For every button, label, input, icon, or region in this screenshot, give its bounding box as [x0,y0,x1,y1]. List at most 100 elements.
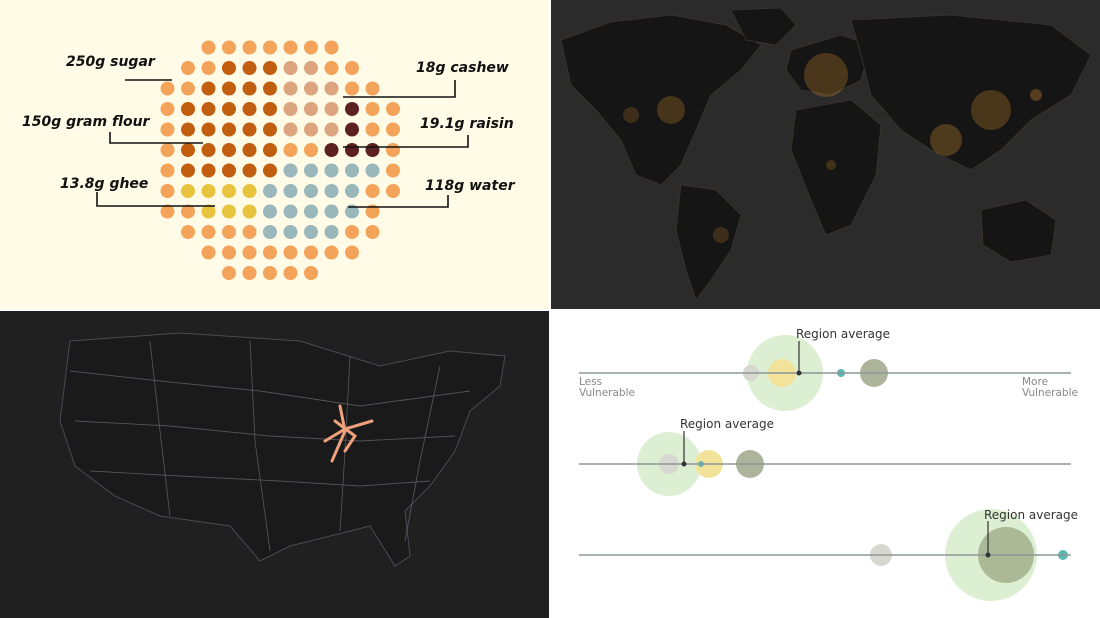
ingredient-dot [181,143,195,157]
ingredient-dot [345,245,359,260]
ingredient-dot [160,102,175,116]
ingredient-dot [324,225,339,239]
ingredient-dot [222,102,236,116]
us-highways [69,340,471,552]
ingredient-dot [283,163,298,178]
light-brazil [713,227,729,243]
ingredient-dot [345,102,359,116]
light-nigeria [826,160,836,170]
ingredient-dot [345,225,359,239]
ingredient-dot [304,40,318,55]
ingredient-dot [181,184,195,198]
us-outline [59,332,506,567]
region-average-label-1: Region average [796,327,890,341]
ingredient-dot [160,143,175,157]
highlight-route-3 [330,404,347,463]
ingredient-dot [283,266,298,280]
ingredient-dot [263,163,277,178]
ingredient-dot [201,204,216,219]
world-lights [623,53,1042,243]
us-road-map [0,311,549,618]
ingredient-dot [386,102,400,116]
ingredient-dot [160,184,175,198]
light-us-east [657,96,685,124]
ingredient-dot [365,163,380,178]
ingredient-dot [345,81,359,96]
ingredient-dot [222,266,236,280]
ingredient-dot [283,143,298,157]
ingredient-dot [324,40,339,55]
ingredient-dot [324,163,339,178]
ingredient-dot [365,225,380,239]
recipe-dot-cluster [160,40,400,280]
ingredient-dot [201,61,216,75]
ingredient-dot [242,143,257,157]
ingredient-dot [263,204,277,219]
label-raisin: 19.1g raisin [420,116,514,132]
ingredient-dot [242,102,257,116]
ingredient-dot [222,122,236,137]
ingredient-dot [345,204,359,219]
ingredient-dot [283,184,298,198]
label-cashew: 18g cashew [416,60,509,76]
ingredient-dot [242,184,257,198]
recipe-svg: 250g sugar 150g gram flour 13.8g ghee 18… [22,40,516,280]
ingredient-dot [304,245,318,260]
light-china [971,90,1011,130]
ingredient-dot [386,122,400,137]
ingredient-dot [386,163,400,178]
marker-dot-2 [681,461,687,467]
leader-gram-flour [109,132,203,144]
region-average-label-2: Region average [680,417,774,431]
ingredient-dot [160,81,175,96]
ingredient-dot [345,122,359,137]
ingredient-dot [160,163,175,178]
ingredient-dot [386,184,400,198]
recipe-leaders [96,79,469,208]
ingredient-dot [181,163,195,178]
leader-cashew [343,80,456,98]
leader-raisin [343,135,469,148]
ingredient-dot [324,245,339,260]
ingredient-dot [283,61,298,75]
africa [790,99,882,236]
ingredient-dot [181,122,195,137]
highway-d [149,340,171,517]
ingredient-dot [324,81,339,96]
ingredient-dot [345,184,359,198]
ingredient-dot [304,204,318,219]
world-map-svg [551,0,1100,309]
dot-row-3: Region average [579,508,1078,601]
australia [980,199,1057,263]
ingredient-dot [304,81,318,96]
highlight-route-1 [333,419,358,453]
ingredient-dot [365,81,380,96]
ingredient-dot [304,102,318,116]
ingredient-dot [181,102,195,116]
ingredient-dot [365,143,380,157]
highlighted-routes [323,404,374,463]
ingredient-dot [283,40,298,55]
ingredient-dot [304,143,318,157]
leader-ghee [96,192,215,207]
us-map-svg [0,311,549,618]
ingredient-dot [263,61,277,75]
ingredient-dot [304,163,318,178]
ingredient-dot [201,225,216,239]
highway-b [74,420,456,442]
ingredient-dot [222,143,236,157]
ingredient-dot [263,143,277,157]
vulnerability-dot-plot: Region average Less Vulnerable More Vuln… [551,311,1100,618]
marker-dot-1 [796,370,802,376]
ingredient-dot [324,102,339,116]
light-us-west [623,107,639,123]
ingredient-dot [181,204,195,219]
ingredient-dot [365,102,380,116]
ingredient-dot [222,61,236,75]
ingredient-dot [242,40,257,55]
ingredient-dot [304,122,318,137]
ingredient-dot [365,184,380,198]
ingredient-dot [160,122,175,137]
highway-a [69,370,471,407]
asia [850,14,1092,171]
